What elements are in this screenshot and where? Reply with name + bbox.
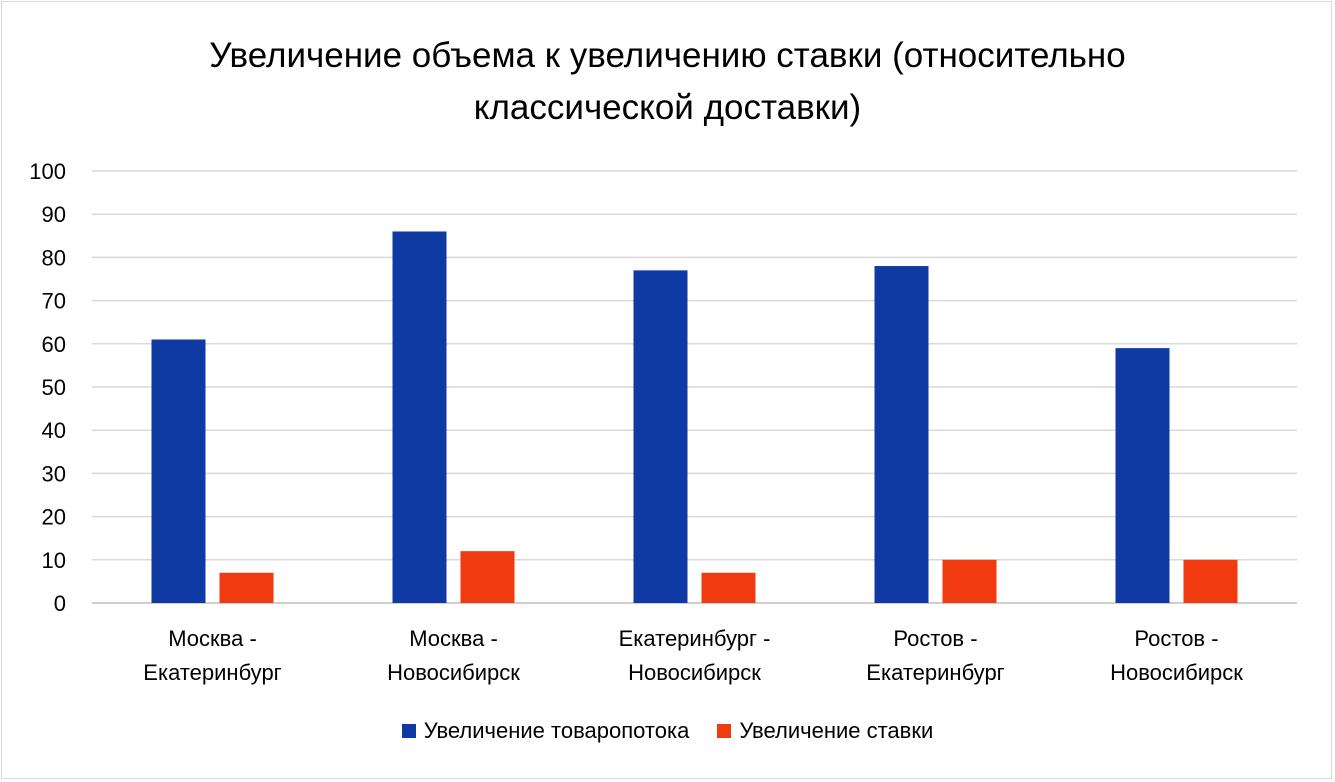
- x-tick-label: Ростов -: [1134, 626, 1218, 651]
- bar-rate: [460, 551, 515, 603]
- x-tick-label: Новосибирск: [628, 660, 761, 685]
- y-tick-label: 30: [42, 461, 66, 486]
- legend: Увеличение товаропотока Увеличение ставк…: [0, 718, 1335, 744]
- legend-label-rate: Увеличение ставки: [739, 718, 934, 743]
- bar-rate: [1183, 559, 1238, 603]
- chart-title-line-1: Увеличение объема к увеличению ставки (о…: [209, 36, 1126, 75]
- bar-volume: [633, 270, 688, 603]
- chart-title: Увеличение объема к увеличению ставки (о…: [0, 30, 1335, 134]
- y-tick-label: 50: [42, 375, 66, 400]
- x-tick-label: Ростов -: [893, 626, 977, 651]
- chart-title-line-2: классической доставки): [473, 88, 862, 127]
- bar-volume: [392, 231, 447, 604]
- x-tick-label: Екатеринбург -: [619, 626, 771, 651]
- x-tick-label: Москва -: [409, 626, 498, 651]
- legend-label-volume: Увеличение товаропотока: [423, 718, 690, 743]
- legend-item-volume: Увеличение товаропотока: [401, 718, 690, 744]
- bar-rate: [701, 572, 756, 603]
- legend-item-rate: Увеличение ставки: [717, 718, 933, 744]
- x-tick-label: Новосибирск: [387, 660, 520, 685]
- bar-volume: [1115, 348, 1170, 603]
- bar-volume: [151, 339, 206, 603]
- legend-swatch-volume: [401, 724, 416, 738]
- y-tick-label: 70: [42, 289, 66, 314]
- y-tick-label: 100: [29, 159, 66, 184]
- y-tick-label: 20: [42, 505, 66, 530]
- y-tick-label: 40: [42, 418, 66, 443]
- y-tick-label: 90: [42, 202, 66, 227]
- bar-rate: [942, 559, 997, 603]
- x-tick-label: Екатеринбург: [143, 660, 281, 685]
- y-tick-label: 80: [42, 245, 66, 270]
- legend-swatch-rate: [717, 724, 732, 738]
- bar-volume: [874, 266, 929, 603]
- y-tick-label: 60: [42, 332, 66, 357]
- y-tick-label: 0: [54, 591, 66, 616]
- x-tick-label: Новосибирск: [1110, 660, 1243, 685]
- x-tick-label: Екатеринбург: [866, 660, 1004, 685]
- x-tick-label: Москва -: [168, 626, 257, 651]
- bar-rate: [219, 572, 274, 603]
- y-tick-label: 10: [42, 548, 66, 573]
